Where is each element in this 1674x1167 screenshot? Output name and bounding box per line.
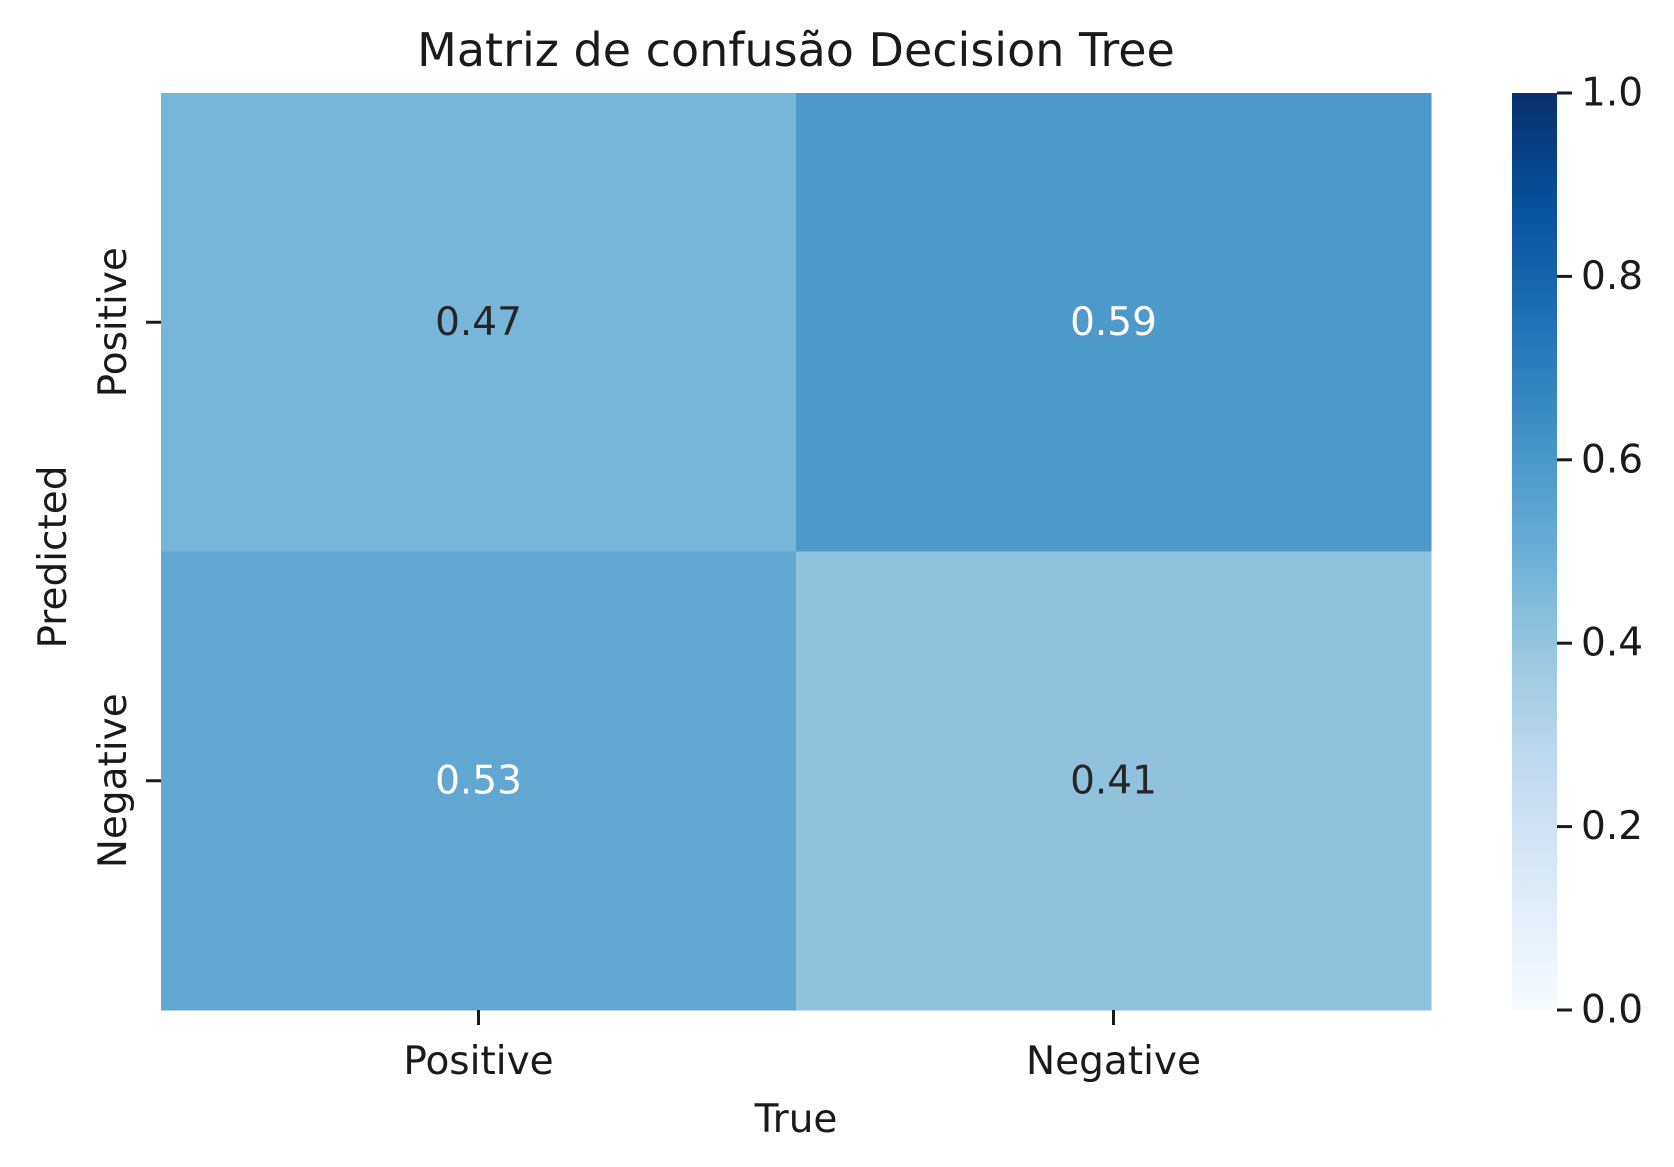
heatmap-cell bbox=[161, 93, 797, 552]
heatmap-cell-label: 0.59 bbox=[1070, 300, 1157, 345]
colorbar-tick-label: 0.6 bbox=[1581, 437, 1643, 482]
heatmap-cell-label: 0.53 bbox=[435, 758, 522, 803]
y-axis-label: Predicted bbox=[31, 465, 76, 648]
x-axis-label: True bbox=[754, 1097, 838, 1142]
y-tick-label: Positive bbox=[91, 247, 136, 397]
heatmap-cells bbox=[161, 93, 1432, 1011]
colorbar-tick-label: 0.4 bbox=[1581, 621, 1643, 666]
heatmap-cell bbox=[796, 551, 1432, 1011]
colorbar-tick-label: 0.0 bbox=[1581, 988, 1643, 1033]
x-tick-label: Positive bbox=[403, 1039, 553, 1084]
colorbar-ticks: 0.0 0.2 0.4 0.6 0.8 1.0 bbox=[1557, 71, 1643, 1033]
x-axis-ticks: Positive Negative bbox=[403, 1010, 1201, 1084]
colorbar-tick-label: 0.8 bbox=[1581, 254, 1643, 299]
y-tick-label: Negative bbox=[91, 693, 136, 868]
heatmap-cell-label: 0.47 bbox=[435, 300, 522, 345]
heatmap-cell-label: 0.41 bbox=[1070, 758, 1157, 803]
colorbar-tick-label: 1.0 bbox=[1581, 71, 1643, 116]
heatmap-cell bbox=[796, 93, 1432, 552]
heatmap-cell bbox=[161, 551, 797, 1011]
colorbar-tick-label: 0.2 bbox=[1581, 804, 1643, 849]
colorbar bbox=[1512, 93, 1557, 1010]
x-tick-label: Negative bbox=[1026, 1039, 1201, 1084]
y-axis-ticks: Positive Negative bbox=[91, 247, 161, 868]
heatmap-cell-labels: 0.47 0.59 0.53 0.41 bbox=[435, 300, 1157, 804]
chart-title: Matriz de confusão Decision Tree bbox=[417, 23, 1175, 77]
